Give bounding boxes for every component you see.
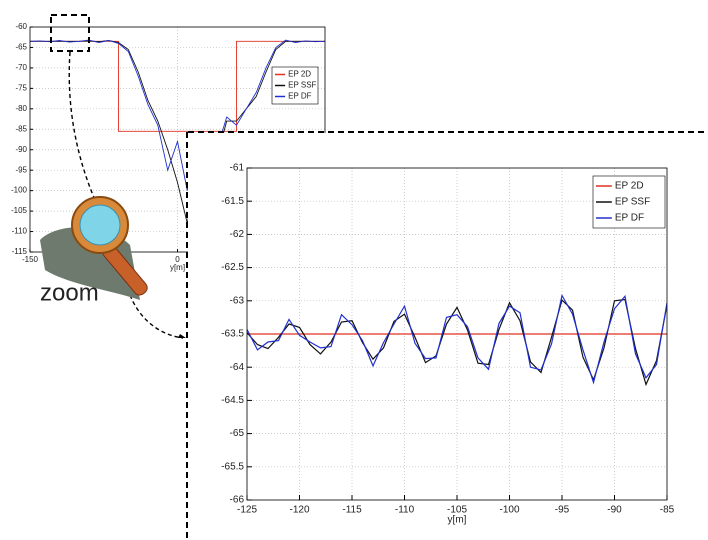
legend-label: EP 2D	[615, 181, 644, 192]
legend-label: EP DF	[288, 92, 312, 101]
zoom-chart: -61 -61.5 -62 -62.5 -63 -63.5 -64 -64.5 -65 -65.5…	[221, 163, 674, 526]
y-tick-label: -64.5	[221, 395, 244, 406]
legend: EP 2D EP SSF EP DF	[592, 175, 666, 229]
x-tick-label: -85	[660, 505, 675, 516]
x-tick-label: -115	[342, 505, 362, 516]
series-line	[247, 293, 667, 385]
zoom-arrow	[68, 51, 96, 201]
lens	[79, 204, 121, 246]
x-tick-label: -90	[607, 505, 622, 516]
series-line	[30, 39, 325, 212]
x-axis-label: y[m]	[448, 515, 467, 526]
y-tick-label: -64	[230, 362, 245, 373]
y-tick-label: -62	[230, 229, 245, 240]
y-tick-label: -61	[230, 163, 245, 174]
x-axis-label: y[m]	[170, 263, 185, 272]
x-tick-label: -120	[289, 505, 309, 516]
y-tick-label: -63.5	[221, 329, 244, 340]
y-tick-label: -80	[15, 104, 27, 113]
y-tick-label: -100	[11, 186, 28, 195]
y-tick-label: -75	[15, 83, 27, 92]
y-tick-label: -85	[15, 124, 27, 133]
y-tick-label: -90	[15, 145, 27, 154]
legend-label: EP SSF	[288, 81, 316, 90]
x-tick-label: -95	[555, 505, 570, 516]
y-tick-label: -65.5	[221, 461, 244, 472]
y-tick-label: -66	[230, 495, 245, 506]
zoom-label: zoom	[40, 279, 99, 306]
magnifier-icon	[40, 196, 148, 300]
y-tick-label: -65	[15, 43, 27, 52]
legend-label: EP 2D	[288, 70, 311, 79]
y-tick-label: -65	[230, 428, 245, 439]
y-tick-label: -61.5	[221, 196, 244, 207]
y-tick-label: -63	[230, 295, 245, 306]
y-tick-label: -105	[11, 206, 28, 215]
y-tick-label: -95	[15, 165, 27, 174]
y-tick-label: -70	[15, 63, 27, 72]
plot-frame	[246, 167, 668, 501]
y-tick-label: -62.5	[221, 262, 244, 273]
legend-label: EP DF	[615, 213, 644, 224]
y-tick-label: -60	[15, 22, 27, 31]
zoom-box	[50, 14, 90, 52]
x-tick-label: -110	[395, 505, 415, 516]
x-tick-label: -125	[237, 505, 257, 516]
arrow-head	[178, 334, 186, 338]
legend: EP 2D EP SSF EP DF	[271, 66, 319, 105]
y-tick-label: -115	[12, 247, 28, 256]
legend-label: EP SSF	[615, 197, 650, 208]
y-tick-label: -110	[12, 227, 28, 236]
zoom-arrow	[129, 294, 184, 339]
x-tick-label: 0	[175, 255, 180, 264]
x-tick-label: -150	[22, 255, 39, 264]
zoom-decoration	[50, 14, 708, 540]
zoom-frame	[186, 131, 708, 540]
x-tick-label: -100	[499, 505, 519, 516]
x-tick-label: -105	[447, 505, 467, 516]
